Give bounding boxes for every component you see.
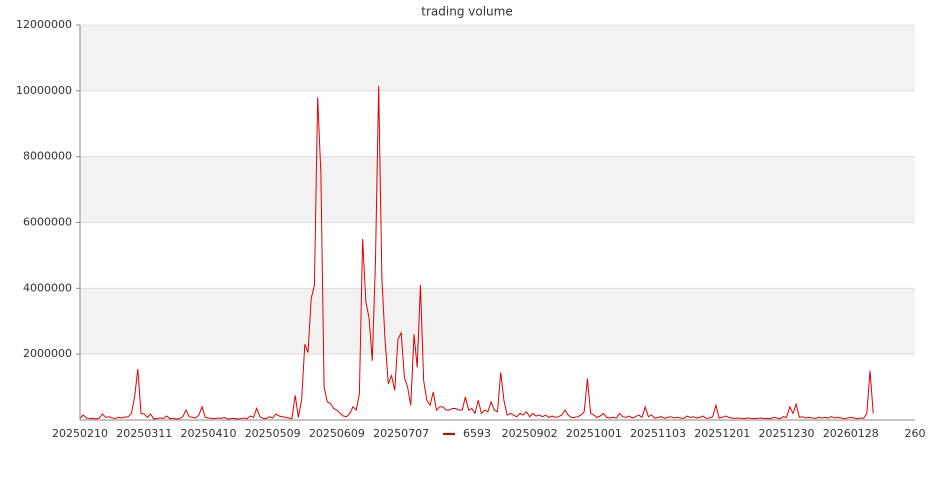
y-tick-label: 2000000 bbox=[23, 347, 72, 360]
x-tick-label: 20250902 bbox=[502, 427, 558, 440]
y-tick-label: 4000000 bbox=[23, 281, 72, 294]
y-tick-label: 12000000 bbox=[16, 18, 72, 31]
x-tick-label: 20250210 bbox=[52, 427, 108, 440]
x-tick-label: 20250410 bbox=[180, 427, 236, 440]
x-tick-label: 20250311 bbox=[116, 427, 172, 440]
legend: 6593 bbox=[439, 425, 493, 443]
grid-band bbox=[80, 90, 915, 157]
grid-band bbox=[80, 222, 915, 289]
x-tick-label: 260 bbox=[905, 427, 926, 440]
x-tick-label: 20251103 bbox=[630, 427, 686, 440]
x-tick-label: 20251001 bbox=[566, 427, 622, 440]
x-tick-label: 20251201 bbox=[694, 427, 750, 440]
chart-title: trading volume bbox=[421, 5, 512, 19]
x-tick-label: 20260128 bbox=[823, 427, 879, 440]
line bbox=[79, 85, 874, 420]
grid-band bbox=[80, 288, 915, 355]
legend-bg bbox=[439, 425, 493, 443]
x-tick-label: 20250509 bbox=[245, 427, 301, 440]
x-tick-label: 20251230 bbox=[759, 427, 815, 440]
legend-label: 6593 bbox=[463, 427, 491, 440]
y-tick-label: 6000000 bbox=[23, 216, 72, 229]
y-tick-label: 10000000 bbox=[16, 84, 72, 97]
x-tick-label: 20250707 bbox=[373, 427, 429, 440]
y-tick-label: 8000000 bbox=[23, 150, 72, 163]
x-tick-label: 20250609 bbox=[309, 427, 365, 440]
grid-band bbox=[80, 25, 915, 91]
grid-band bbox=[80, 156, 915, 223]
